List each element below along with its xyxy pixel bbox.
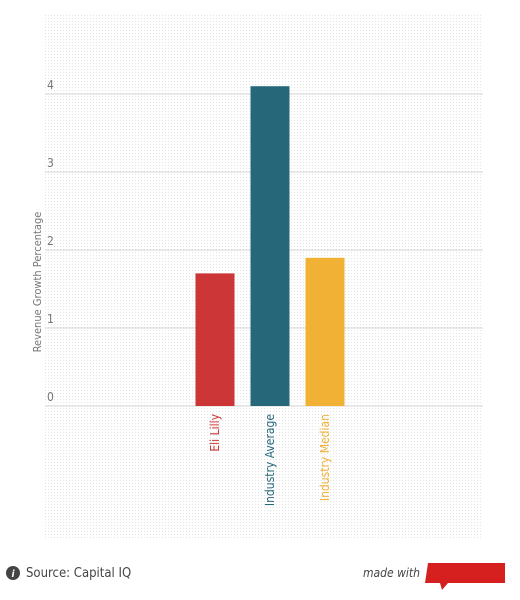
y-tick-label: 0 [47,390,54,404]
source-note: i Source: Capital IQ [6,566,131,581]
credit-text[interactable]: made with [363,566,420,580]
y-tick-label: 3 [47,156,54,170]
bar [305,257,345,406]
credit[interactable]: made with [363,563,505,590]
y-tick-label: 2 [47,234,54,248]
y-tick-label: 1 [47,312,54,326]
x-tick-label: Industry Average [263,414,277,506]
info-icon [6,566,20,580]
bar [250,86,290,406]
x-tick-label: Eli Lilly [208,413,222,451]
credit-logo[interactable] [425,563,505,590]
source-text: Source: Capital IQ [26,566,131,581]
x-tick-label: Industry Median [318,414,332,501]
info-icon-glyph: i [11,569,15,580]
bar [195,273,235,406]
y-tick-label: 4 [47,78,54,92]
y-axis-label: Revenue Growth Percentage [31,212,44,353]
